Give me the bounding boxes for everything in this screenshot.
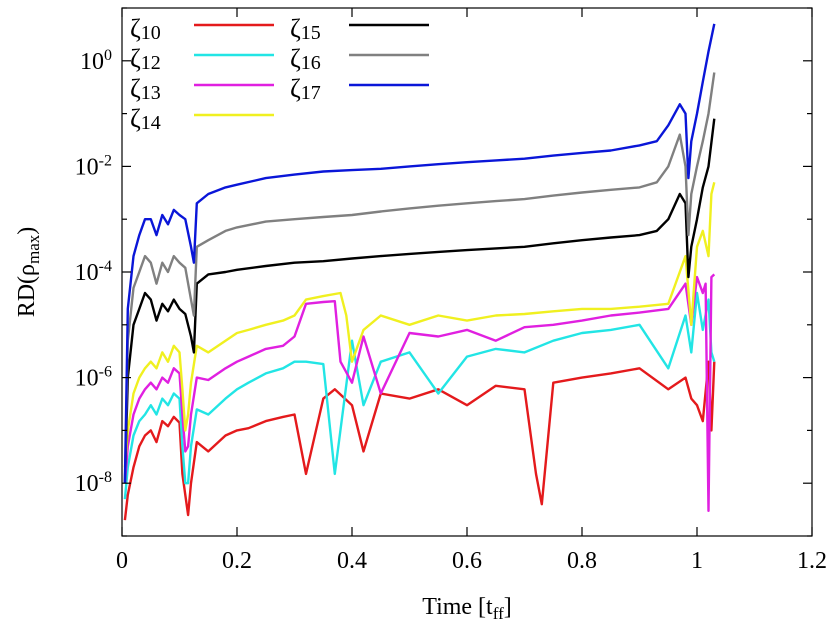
legend-label-12: ζ12 (130, 44, 161, 74)
series-line-15 (123, 118, 716, 484)
y-axis-label-main: RD(ρ (14, 264, 40, 317)
series-line-13 (123, 273, 716, 512)
series-layer (123, 23, 716, 521)
x-tick-label: 0.4 (337, 548, 367, 574)
series-line-12 (123, 291, 716, 500)
x-axis-label-tail: ] (504, 594, 512, 620)
y-axis-label-tail: ) (14, 227, 40, 235)
series-line-10 (123, 360, 716, 521)
series-line-14 (123, 182, 716, 468)
x-tick-label: 0.8 (567, 548, 597, 574)
x-tick-label: 0.6 (452, 548, 482, 574)
x-tick-label: 0.2 (222, 548, 252, 574)
legend-label-17: ζ17 (290, 74, 321, 104)
y-axis-label: RD(ρmax) (14, 227, 43, 318)
legend-label-10: ζ10 (130, 14, 161, 44)
y-tick-label: 10-2 (75, 153, 112, 181)
legend-label-15: ζ15 (290, 14, 321, 44)
y-axis-label-sub: max (24, 234, 43, 264)
legend-label-14: ζ14 (130, 104, 161, 134)
series-line-16 (123, 72, 716, 484)
series-line-17 (123, 23, 716, 484)
y-axis: 100 10-2 10-4 10-6 10-8 (75, 7, 812, 537)
x-tick-label: 0 (116, 548, 128, 574)
y-tick-label: 10-8 (75, 469, 112, 497)
x-tick-label: 1 (691, 548, 703, 574)
y-tick-label: 10-4 (75, 258, 112, 286)
x-axis-label-main: Time [t (422, 594, 493, 620)
x-axis-label-sub: ff (493, 604, 504, 623)
y-tick-label: 100 (80, 47, 112, 75)
x-axis: 0 0.2 0.4 0.6 0.8 1 1.2 (116, 8, 827, 574)
legend-label-16: ζ16 (290, 44, 321, 74)
legend-label-13: ζ13 (130, 74, 161, 104)
y-tick-label: 10-6 (75, 364, 112, 392)
x-axis-label: Time [tff] (422, 594, 511, 623)
x-tick-label: 1.2 (797, 548, 827, 574)
